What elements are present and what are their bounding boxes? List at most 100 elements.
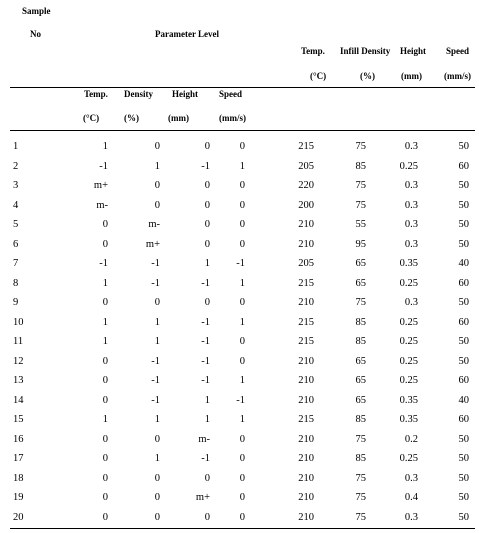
subheader-unit-speed: (mm/s) bbox=[219, 113, 246, 123]
cell-height: 0.35 bbox=[399, 258, 418, 269]
cell-infill-density: 75 bbox=[355, 180, 367, 191]
cell-temp: 215 bbox=[298, 414, 314, 425]
cell-infill-density: 75 bbox=[355, 472, 367, 484]
cell-speed: 60 bbox=[458, 160, 470, 172]
cell-temp: 205 bbox=[298, 160, 314, 172]
cell-speed: 60 bbox=[458, 414, 470, 425]
cell-speed: 50 bbox=[458, 492, 470, 503]
cell-density-level: -1 bbox=[151, 277, 160, 289]
table-row: 16 0 0 m- 0 210 75 0.2 50 bbox=[0, 434, 479, 454]
table-row: 10 1 1 -1 1 215 85 0.25 60 bbox=[0, 317, 479, 337]
subheader-unit-density: (%) bbox=[124, 113, 139, 123]
cell-temp-level: 1 bbox=[102, 141, 108, 152]
cell-speed-level: 1 bbox=[239, 277, 245, 289]
cell-sample-no: 11 bbox=[13, 336, 24, 347]
cell-infill-density: 55 bbox=[355, 219, 367, 230]
cell-infill-density: 65 bbox=[355, 394, 367, 406]
cell-temp-level: 0 bbox=[102, 472, 108, 484]
cell-height: 0.3 bbox=[404, 199, 418, 211]
cell-sample-no: 2 bbox=[13, 160, 19, 172]
cell-height: 0.3 bbox=[404, 297, 418, 308]
header-sample: Sample bbox=[22, 6, 51, 16]
cell-sample-no: 3 bbox=[13, 180, 19, 191]
cell-density-level: 1 bbox=[154, 160, 160, 172]
subheader-divider bbox=[10, 130, 475, 131]
cell-temp-level: 0 bbox=[102, 433, 108, 445]
cell-height: 0.3 bbox=[404, 180, 418, 191]
cell-height: 0.4 bbox=[404, 492, 418, 503]
cell-density-level: 0 bbox=[154, 492, 160, 503]
cell-infill-density: 85 bbox=[355, 336, 367, 347]
cell-speed-level: 0 bbox=[239, 199, 245, 211]
cell-speed-level: 0 bbox=[239, 238, 245, 250]
cell-sample-no: 9 bbox=[13, 297, 19, 308]
cell-sample-no: 14 bbox=[13, 394, 24, 406]
cell-height: 0.25 bbox=[399, 160, 418, 172]
cell-temp: 200 bbox=[298, 199, 314, 211]
cell-temp: 210 bbox=[298, 453, 314, 464]
cell-speed-level: 0 bbox=[239, 297, 245, 308]
cell-speed-level: 0 bbox=[239, 472, 245, 484]
table-bottom-rule bbox=[10, 528, 475, 529]
table-row: 3 m+ 0 0 0 220 75 0.3 50 bbox=[0, 180, 479, 200]
cell-sample-no: 17 bbox=[13, 453, 24, 464]
cell-speed: 50 bbox=[458, 180, 470, 191]
cell-height-level: -1 bbox=[201, 277, 210, 289]
cell-temp: 205 bbox=[298, 258, 314, 269]
cell-temp: 210 bbox=[298, 375, 314, 386]
table-row: 8 1 -1 -1 1 215 65 0.25 60 bbox=[0, 278, 479, 298]
cell-infill-density: 85 bbox=[355, 316, 367, 328]
cell-temp-level: 1 bbox=[102, 336, 108, 347]
cell-temp-level: 0 bbox=[102, 238, 108, 250]
subheader-temp: Temp. bbox=[84, 89, 108, 99]
cell-density-level: 0 bbox=[154, 141, 160, 152]
cell-sample-no: 15 bbox=[13, 414, 24, 425]
table-row: 6 0 m+ 0 0 210 95 0.3 50 bbox=[0, 239, 479, 259]
cell-sample-no: 8 bbox=[13, 277, 19, 289]
cell-density-level: -1 bbox=[151, 394, 160, 406]
table-row: 19 0 0 m+ 0 210 75 0.4 50 bbox=[0, 492, 479, 512]
cell-speed-level: 0 bbox=[239, 453, 245, 464]
cell-speed-level: -1 bbox=[236, 258, 245, 269]
cell-density-level: m+ bbox=[145, 238, 160, 250]
cell-height: 0.35 bbox=[399, 414, 418, 425]
cell-height-level: m+ bbox=[195, 492, 210, 503]
cell-height-level: -1 bbox=[201, 160, 210, 172]
cell-density-level: m- bbox=[148, 219, 160, 230]
cell-height: 0.25 bbox=[399, 355, 418, 367]
cell-density-level: 0 bbox=[154, 433, 160, 445]
subheader-unit-temp: (°C) bbox=[83, 113, 100, 123]
cell-speed-level: 0 bbox=[239, 219, 245, 230]
header-temp: Temp. bbox=[301, 46, 325, 56]
cell-height: 0.35 bbox=[399, 394, 418, 406]
cell-sample-no: 7 bbox=[13, 258, 19, 269]
cell-height-level: 0 bbox=[204, 238, 210, 250]
cell-speed: 50 bbox=[458, 453, 470, 464]
cell-height-level: 0 bbox=[204, 199, 210, 211]
cell-speed-level: 0 bbox=[239, 180, 245, 191]
cell-speed: 50 bbox=[458, 297, 470, 308]
cell-sample-no: 19 bbox=[13, 492, 24, 503]
cell-height-level: -1 bbox=[201, 316, 210, 328]
cell-infill-density: 75 bbox=[355, 492, 367, 503]
cell-density-level: 0 bbox=[154, 511, 160, 523]
cell-height: 0.3 bbox=[404, 511, 418, 523]
cell-height-level: 0 bbox=[204, 141, 210, 152]
cell-speed: 50 bbox=[458, 141, 470, 152]
table-row: 13 0 -1 -1 1 210 65 0.25 60 bbox=[0, 375, 479, 395]
table-row: 17 0 1 -1 0 210 85 0.25 50 bbox=[0, 453, 479, 473]
cell-temp: 215 bbox=[298, 141, 314, 152]
header-parameter-level: Parameter Level bbox=[155, 29, 220, 39]
cell-infill-density: 95 bbox=[355, 238, 367, 250]
header-unit-height: (mm) bbox=[401, 71, 422, 81]
cell-density-level: 1 bbox=[154, 453, 160, 464]
cell-infill-density: 65 bbox=[355, 258, 367, 269]
cell-infill-density: 75 bbox=[355, 511, 367, 523]
cell-density-level: -1 bbox=[151, 355, 160, 367]
header-unit-density: (%) bbox=[360, 71, 375, 81]
cell-temp: 220 bbox=[298, 180, 314, 191]
cell-speed: 50 bbox=[458, 238, 470, 250]
header-height: Height bbox=[400, 46, 426, 56]
cell-height: 0.3 bbox=[404, 238, 418, 250]
cell-height: 0.3 bbox=[404, 472, 418, 484]
